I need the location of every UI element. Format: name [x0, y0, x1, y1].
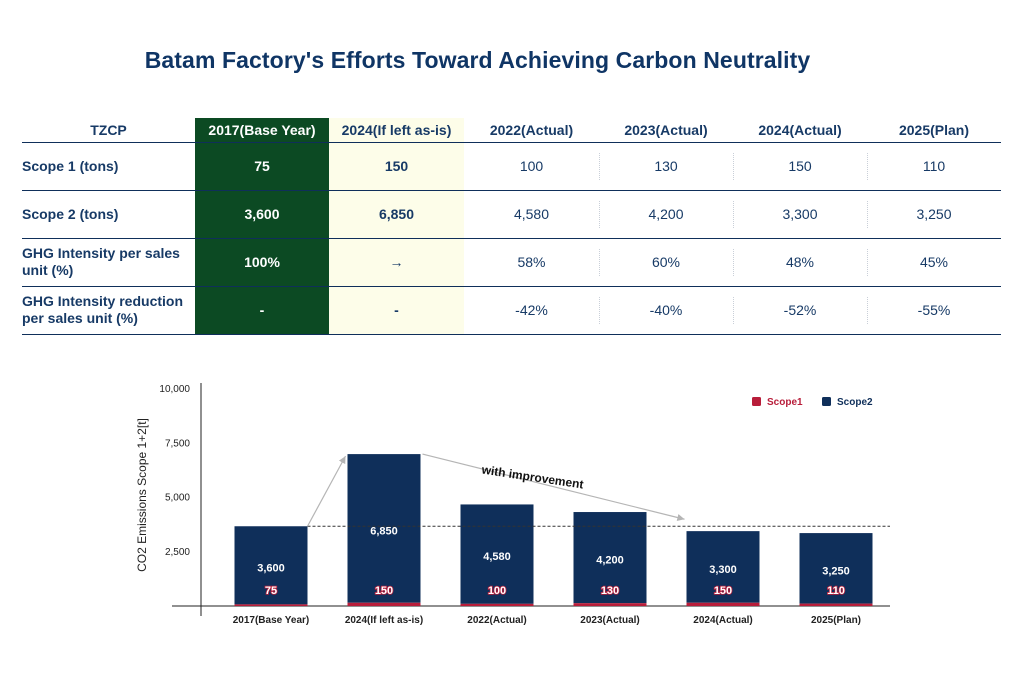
table-cell: -55%	[867, 286, 1001, 335]
scope1-value-label: 100	[488, 585, 506, 597]
table-cell: 4,580	[464, 190, 599, 239]
legend-swatch-scope1	[752, 397, 761, 406]
header-base-year: 2017(Base Year)	[195, 118, 329, 143]
bar-scope2	[347, 454, 421, 603]
increase-arrow	[306, 455, 347, 527]
bar-scope1	[347, 602, 421, 606]
table-cell: 3,250	[867, 190, 1001, 239]
scope1-value-label: 130	[601, 585, 619, 597]
improvement-arrow	[422, 453, 685, 522]
x-tick-label: 2023(Actual)	[580, 615, 639, 626]
x-tick-label: 2024(If left as-is)	[345, 615, 423, 626]
legend-label-scope2: Scope2	[837, 397, 873, 408]
table-row: GHG Intensity per sales unit (%) 100% → …	[22, 238, 1001, 287]
improvement-annotation: with improvement	[480, 462, 585, 491]
table-cell: 45%	[867, 238, 1001, 287]
table-cell: 58%	[464, 238, 599, 287]
scope2-value-label: 4,580	[483, 551, 511, 563]
table-cell: 60%	[599, 238, 733, 287]
legend-label-scope1: Scope1	[767, 397, 803, 408]
table-header-row: TZCP 2017(Base Year) 2024(If left as-is)…	[22, 118, 1001, 143]
y-tick-label: 5,000	[165, 493, 190, 504]
scope2-value-label: 3,600	[257, 562, 285, 574]
table-cell: -42%	[464, 286, 599, 335]
tzcp-table: TZCP 2017(Base Year) 2024(If left as-is)…	[22, 118, 1001, 335]
bar-scope1	[686, 602, 760, 606]
scope1-value-label: 75	[265, 585, 277, 597]
header-2023-actual: 2023(Actual)	[599, 118, 733, 143]
emissions-bar-chart: 2,500 5,000 7,500 10,000 CO2 Emissions Scope…	[135, 383, 890, 626]
bar-scope1	[573, 603, 647, 606]
header-if-left-as-is: 2024(If left as-is)	[329, 118, 464, 143]
table-cell: 75	[195, 142, 329, 191]
table-cell: -40%	[599, 286, 733, 335]
table-row: GHG Intensity reduction per sales unit (…	[22, 286, 1001, 335]
scope1-value-label: 150	[375, 585, 393, 597]
table-cell: -52%	[733, 286, 867, 335]
table-cell: -	[195, 286, 329, 335]
table-cell: 100%	[195, 238, 329, 287]
table-cell: 4,200	[599, 190, 733, 239]
y-tick-label: 7,500	[165, 438, 190, 449]
scope2-value-label: 6,850	[370, 525, 398, 537]
bar-scope2	[460, 504, 534, 604]
table-cell: 110	[867, 142, 1001, 191]
bar-scope2	[573, 512, 647, 604]
row-label-scope2: Scope 2 (tons)	[22, 190, 195, 239]
row-label-scope1: Scope 1 (tons)	[22, 142, 195, 191]
table-cell: 100	[464, 142, 599, 191]
table-cell: 130	[599, 142, 733, 191]
bar-scope2	[799, 533, 873, 604]
bar-scope1	[799, 603, 873, 606]
scope2-value-label: 3,250	[822, 565, 850, 577]
bar-scope1	[234, 604, 308, 606]
table-cell: 3,600	[195, 190, 329, 239]
row-label-ghg-reduction: GHG Intensity reduction per sales unit (…	[22, 286, 195, 335]
y-tick-label: 2,500	[165, 547, 190, 558]
table-cell: 150	[329, 142, 464, 191]
scope2-value-label: 4,200	[596, 555, 624, 567]
scope1-value-label: 110	[827, 585, 845, 597]
scope2-value-label: 3,300	[709, 564, 737, 576]
page-title: Batam Factory's Efforts Toward Achieving…	[144, 47, 811, 73]
table-cell: 48%	[733, 238, 867, 287]
legend-swatch-scope2	[822, 397, 831, 406]
table-cell: 3,300	[733, 190, 867, 239]
header-2022-actual: 2022(Actual)	[464, 118, 599, 143]
table-row: Scope 2 (tons) 3,600 6,850 4,580 4,200 3…	[22, 190, 1001, 239]
header-tzcp: TZCP	[22, 118, 195, 143]
x-tick-label: 2025(Plan)	[811, 615, 861, 626]
table-cell: 6,850	[329, 190, 464, 239]
bar-scope2	[686, 531, 760, 603]
bar-scope1	[460, 603, 534, 606]
table-cell: -	[329, 286, 464, 335]
bar-scope2	[234, 526, 308, 605]
y-tick-label: 10,000	[159, 384, 190, 395]
header-2024-actual: 2024(Actual)	[733, 118, 867, 143]
table-row: Scope 1 (tons) 75 150 100 130 150 110	[22, 142, 1001, 191]
table-cell: 150	[733, 142, 867, 191]
scope1-value-label: 150	[714, 585, 732, 597]
x-tick-label: 2022(Actual)	[467, 615, 526, 626]
x-tick-label: 2017(Base Year)	[233, 615, 310, 626]
header-2025-plan: 2025(Plan)	[867, 118, 1001, 143]
row-label-ghg-intensity: GHG Intensity per sales unit (%)	[22, 238, 195, 287]
y-axis-title: CO2 Emissions Scope 1+2[t]	[135, 418, 149, 572]
x-tick-label: 2024(Actual)	[693, 615, 752, 626]
table-cell: →	[329, 238, 464, 287]
